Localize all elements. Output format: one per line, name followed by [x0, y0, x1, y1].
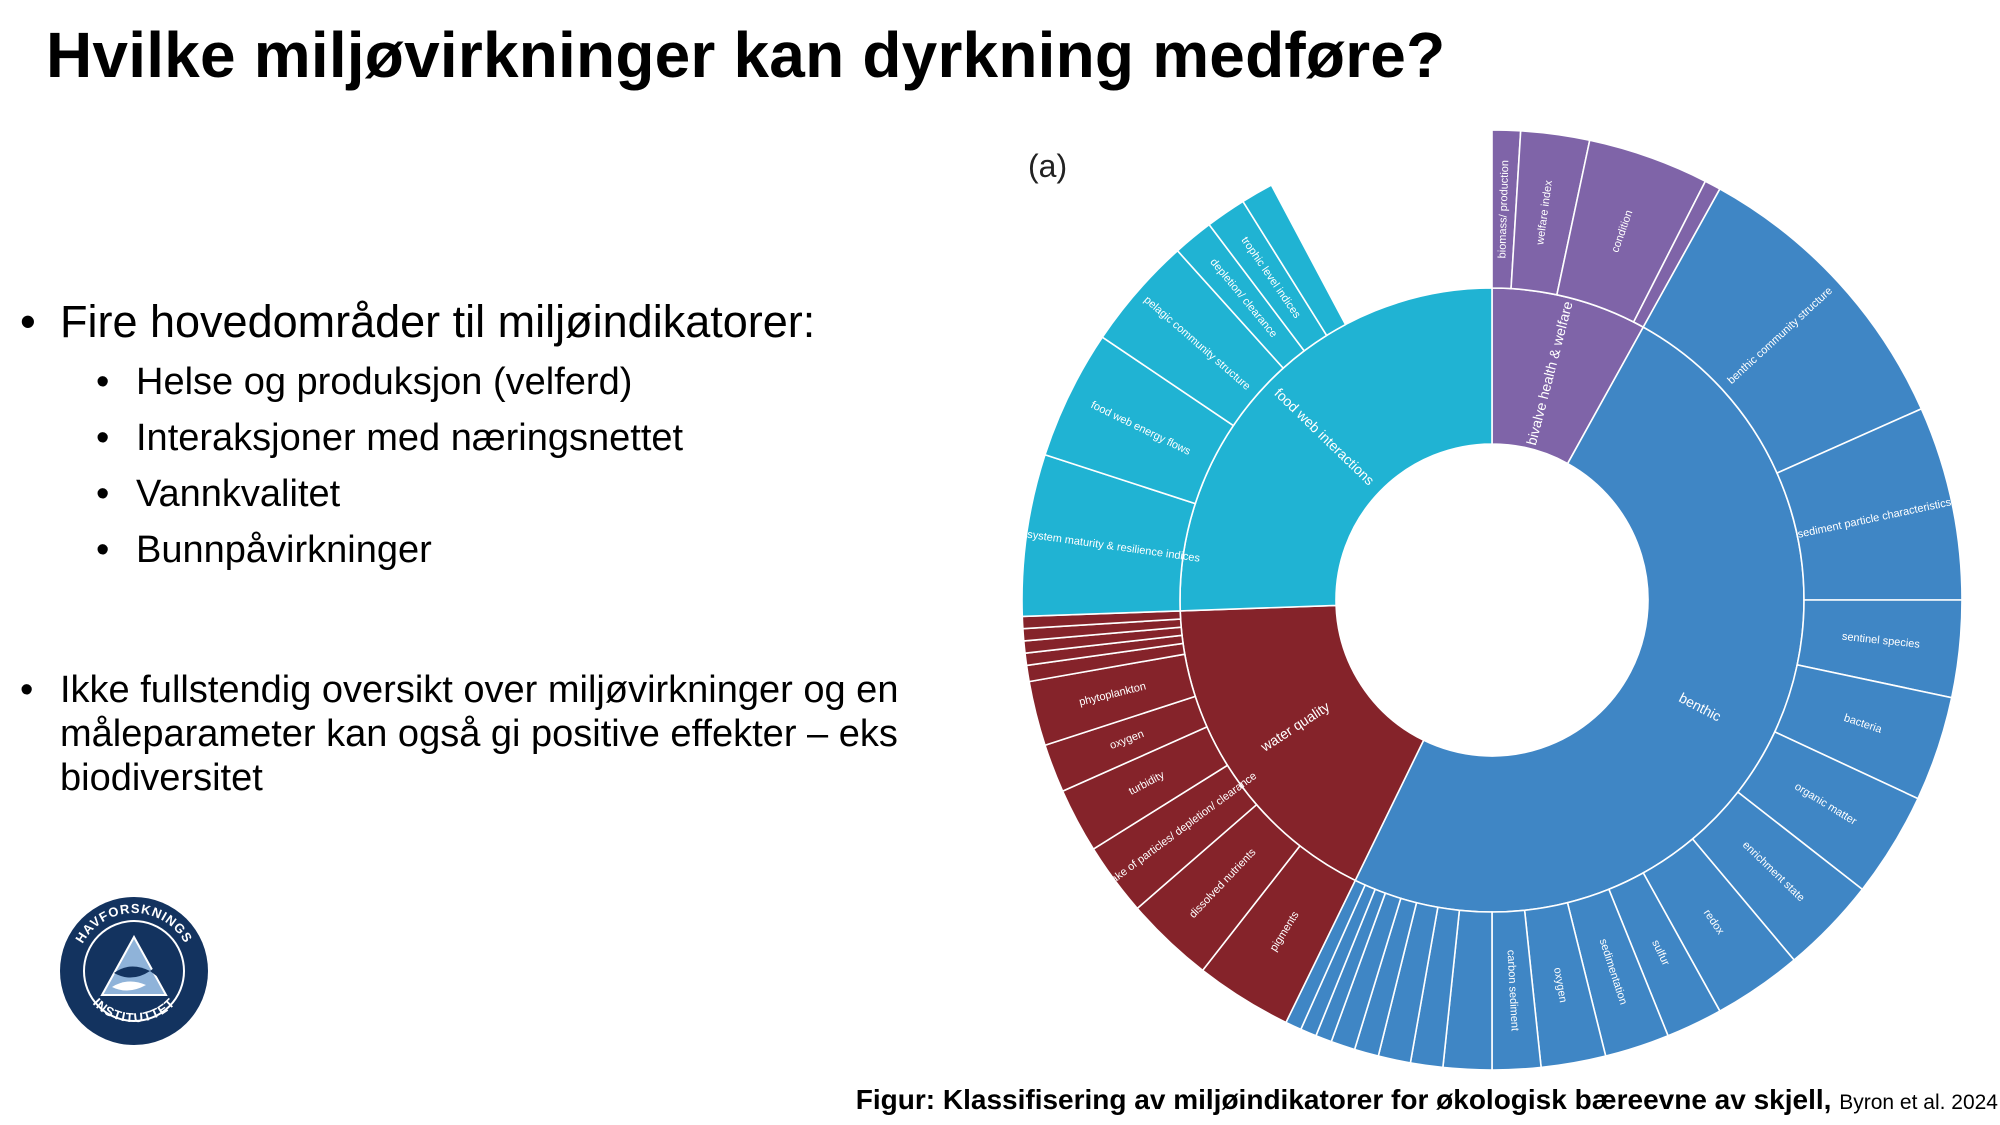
caption-text: Figur: Klassifisering av miljøindikatore…: [855, 1084, 1832, 1115]
bullet-main-2: • Ikke fullstendig oversikt over miljøvi…: [20, 668, 1000, 800]
bullet-dot: •: [20, 296, 36, 347]
bullet-main-1: • Fire hovedområder til miljøindikatorer…: [20, 296, 1000, 348]
sunburst-outer-label: carbon sediment: [1504, 950, 1520, 1032]
bullet-text: Ikke fullstendig oversikt over miljøvirk…: [60, 669, 899, 799]
sub-bullet: • Bunnpåvirkninger: [20, 522, 1000, 578]
havforskningsinstituttet-logo: HAVFORSKNINGS INSTITUTTET: [60, 897, 208, 1045]
slide-title: Hvilke miljøvirkninger kan dyrkning medf…: [46, 19, 1446, 91]
sub-bullet-text: Interaksjoner med næringsnettet: [136, 417, 684, 459]
bullet-dot: •: [20, 669, 34, 711]
sunburst-outer-label: biomass/ production: [1496, 160, 1511, 259]
bullet-list: • Fire hovedområder til miljøindikatorer…: [20, 296, 1000, 800]
sub-bullet-text: Vannkvalitet: [136, 473, 341, 515]
bullet-text: Fire hovedområder til miljøindikatorer:: [60, 296, 816, 347]
panel-label: (a): [1028, 148, 1068, 184]
sub-bullet: • Vannkvalitet: [20, 466, 1000, 522]
figure-caption: Figur: Klassifisering av miljøindikatore…: [856, 1084, 1998, 1116]
sub-bullet-text: Helse og produksjon (velferd): [136, 361, 633, 403]
sunburst-outer-segment: [1241, 183, 1347, 337]
sub-bullet-text: Bunnpåvirkninger: [136, 529, 432, 571]
sub-bullet: • Interaksjoner med næringsnettet: [20, 410, 1000, 466]
sub-bullet-list: • Helse og produksjon (velferd) • Interaks…: [20, 354, 1000, 578]
caption-citation: Byron et al. 2024: [1839, 1091, 1998, 1114]
sub-bullet: • Helse og produksjon (velferd): [20, 354, 1000, 410]
